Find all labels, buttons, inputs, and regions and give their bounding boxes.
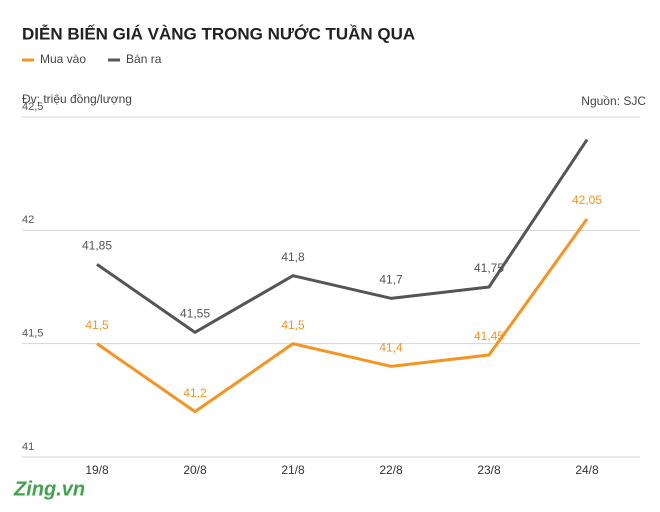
x-tick-label: 22/8 [379, 463, 403, 477]
legend-label: Mua vào [40, 52, 86, 66]
data-label: 41,5 [85, 318, 109, 332]
series-line [96, 138, 589, 334]
data-label: 41,85 [82, 239, 112, 253]
data-label: 41,7 [379, 273, 403, 287]
legend-label: Bán ra [126, 52, 162, 66]
data-label: 41,55 [180, 307, 210, 321]
y-axis-label: Đv: triệu đồng/lượng [22, 92, 132, 106]
x-tick-label: 23/8 [477, 463, 501, 477]
y-tick-label: 41,5 [22, 328, 43, 340]
data-label: 41,75 [474, 261, 504, 275]
logo: Zing.vn [13, 478, 85, 500]
x-tick-label: 20/8 [183, 463, 207, 477]
y-tick-label: 41 [22, 441, 34, 453]
data-label: 41,5 [281, 318, 305, 332]
x-tick-label: 21/8 [281, 463, 305, 477]
data-label: 41,8 [281, 250, 305, 264]
data-label: 41,4 [379, 341, 403, 355]
series-line [96, 218, 589, 414]
y-tick-label: 42 [22, 214, 34, 226]
y-tick-label: 42,5 [22, 101, 43, 113]
data-label: 41,2 [183, 386, 207, 400]
x-tick-label: 19/8 [85, 463, 109, 477]
source: Nguồn: SJC [581, 94, 646, 108]
chart-title: DIỄN BIẾN GIÁ VÀNG TRONG NƯỚC TUẦN QUA [22, 24, 415, 43]
data-label: 41,45 [474, 329, 504, 343]
x-tick-label: 24/8 [575, 463, 599, 477]
data-label: 42,05 [572, 193, 602, 207]
